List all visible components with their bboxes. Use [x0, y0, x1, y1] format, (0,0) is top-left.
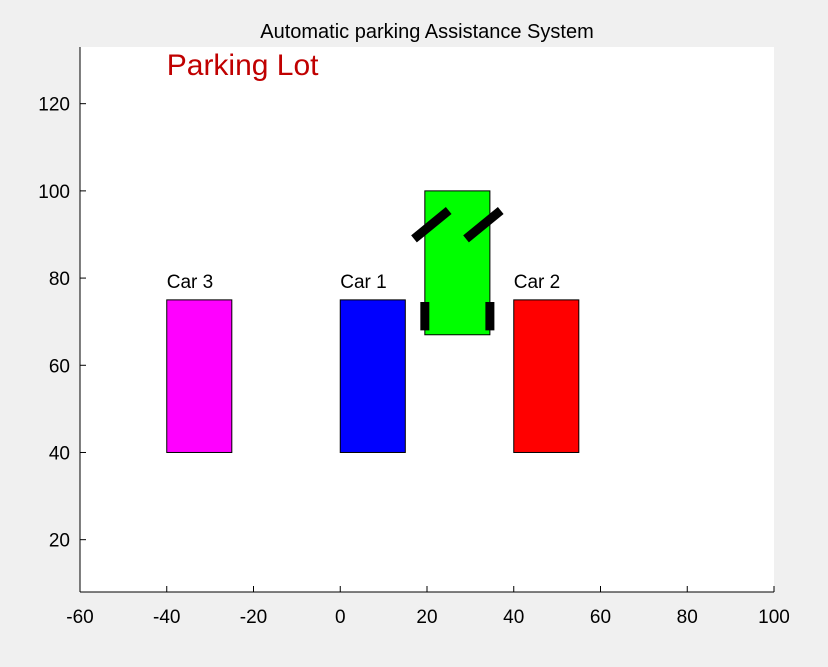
- car-3-rect: [166, 299, 233, 453]
- x-tick-label: 100: [758, 607, 790, 628]
- car-3-label: Car 3: [167, 272, 213, 293]
- parked-cars: Car 3 Car 1 Car 2: [166, 272, 580, 453]
- y-tick-label: 40: [49, 443, 70, 464]
- parking-lot-annotation: Parking Lot: [167, 49, 319, 82]
- x-tick-label: -20: [240, 607, 267, 628]
- front-right-wheel: [463, 207, 504, 243]
- car-2-rect: [513, 299, 580, 453]
- x-tick-label: 20: [416, 607, 437, 628]
- car-1-label: Car 1: [340, 272, 386, 293]
- x-tick-label: 40: [503, 607, 524, 628]
- chart-title: Automatic parking Assistance System: [260, 21, 593, 43]
- car-1-rect: [339, 299, 406, 453]
- x-tick-label: 60: [590, 607, 611, 628]
- y-tick-label: 60: [49, 356, 70, 377]
- ego-car-body: [424, 190, 491, 336]
- x-tick-label: 80: [677, 607, 698, 628]
- y-axis-ticks: 20 40 60 80 100 120: [38, 95, 86, 552]
- y-tick-label: 100: [38, 182, 70, 203]
- y-tick-label: 80: [49, 269, 70, 290]
- y-tick-label: 20: [49, 531, 70, 552]
- x-tick-label: -60: [66, 607, 93, 628]
- y-tick-label: 120: [38, 95, 70, 116]
- x-tick-label: 0: [335, 607, 346, 628]
- car-2-label: Car 2: [514, 272, 560, 293]
- x-tick-label: -40: [153, 607, 180, 628]
- x-axis-ticks: -60 -40 -20 0 20 40 60 80 100: [66, 586, 790, 628]
- ego-car: [411, 190, 504, 336]
- front-left-wheel: [411, 207, 452, 243]
